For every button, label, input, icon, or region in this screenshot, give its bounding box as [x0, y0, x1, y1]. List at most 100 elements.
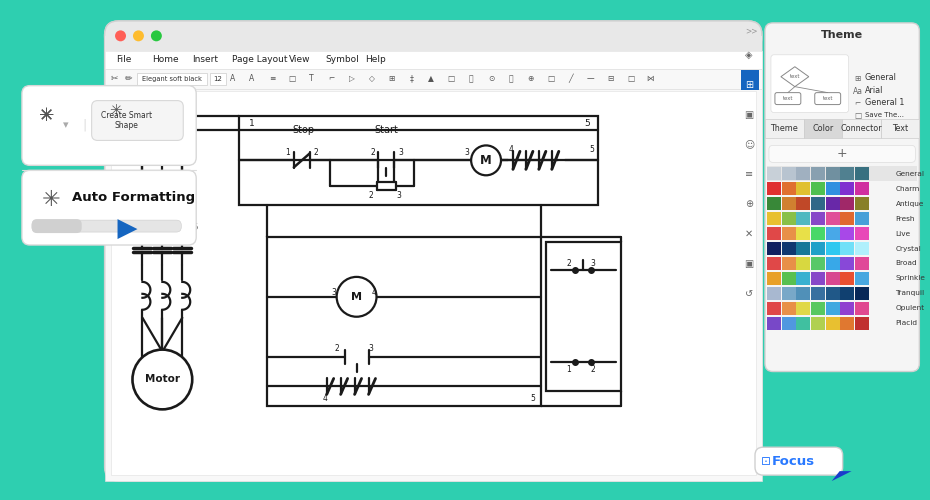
- Text: ◈: ◈: [745, 50, 752, 60]
- Bar: [767, 197, 781, 210]
- Text: Home: Home: [153, 56, 179, 64]
- Text: ⊞: ⊞: [388, 74, 394, 83]
- FancyBboxPatch shape: [32, 220, 181, 232]
- Text: Save The...: Save The...: [865, 112, 904, 117]
- Bar: [855, 272, 869, 285]
- FancyBboxPatch shape: [92, 100, 183, 140]
- Text: 5: 5: [584, 119, 590, 128]
- Text: ≡: ≡: [745, 170, 753, 179]
- Text: Text: Text: [892, 124, 908, 133]
- Bar: [855, 197, 869, 210]
- Bar: [154, 193, 170, 215]
- Bar: [796, 227, 810, 240]
- Bar: [811, 272, 825, 285]
- Text: Aa: Aa: [853, 87, 863, 96]
- Bar: [781, 257, 796, 270]
- Text: ✳: ✳: [39, 106, 54, 124]
- Text: ↺: ↺: [745, 289, 753, 299]
- Bar: [796, 272, 810, 285]
- Bar: [767, 168, 781, 180]
- Bar: [781, 287, 796, 300]
- Text: Symbol: Symbol: [326, 56, 360, 64]
- Bar: [796, 168, 810, 180]
- Text: 5: 5: [590, 145, 594, 154]
- Bar: [781, 168, 796, 180]
- Bar: [826, 197, 840, 210]
- Text: ✳: ✳: [39, 106, 54, 124]
- Text: Start: Start: [375, 126, 398, 136]
- Bar: [210, 72, 226, 85]
- Text: Help: Help: [365, 56, 386, 64]
- Text: Ⓐ: Ⓐ: [469, 74, 473, 83]
- Bar: [811, 182, 825, 195]
- Bar: [855, 316, 869, 330]
- Bar: [826, 287, 840, 300]
- Text: 2: 2: [591, 365, 595, 374]
- Bar: [811, 197, 825, 210]
- Text: View: View: [289, 56, 311, 64]
- Text: 5: 5: [167, 134, 173, 143]
- Text: text: text: [822, 96, 833, 101]
- Text: Focus: Focus: [771, 454, 815, 468]
- Text: 1: 1: [249, 119, 255, 128]
- Bar: [826, 316, 840, 330]
- Text: Connector: Connector: [841, 124, 883, 133]
- Bar: [767, 166, 917, 182]
- Text: General: General: [865, 73, 897, 82]
- Text: Motor: Motor: [145, 374, 179, 384]
- Bar: [811, 212, 825, 225]
- Text: General 1: General 1: [865, 98, 904, 107]
- Bar: [840, 316, 855, 330]
- Text: ▣: ▣: [744, 259, 753, 269]
- Text: 4: 4: [323, 394, 327, 403]
- Bar: [826, 182, 840, 195]
- Text: ✳: ✳: [109, 103, 122, 118]
- Circle shape: [133, 30, 144, 42]
- Polygon shape: [831, 471, 852, 481]
- Text: 2: 2: [566, 260, 571, 268]
- Bar: [840, 287, 855, 300]
- Text: Insert: Insert: [193, 56, 219, 64]
- Text: ‡: ‡: [409, 74, 413, 83]
- Bar: [826, 168, 840, 180]
- Text: Shape: Shape: [114, 121, 139, 130]
- Bar: [826, 257, 840, 270]
- Bar: [840, 272, 855, 285]
- Text: Crystal: Crystal: [896, 246, 922, 252]
- Text: Theme: Theme: [821, 30, 863, 40]
- Text: □: □: [447, 74, 455, 83]
- Text: ✳: ✳: [39, 106, 54, 124]
- Text: T: T: [310, 74, 314, 83]
- Bar: [104, 88, 762, 481]
- Bar: [104, 68, 762, 88]
- Circle shape: [115, 30, 126, 42]
- Bar: [811, 242, 825, 255]
- Bar: [767, 182, 781, 195]
- Text: text: text: [783, 96, 793, 101]
- Bar: [239, 116, 598, 205]
- Text: 1: 1: [126, 204, 130, 212]
- Text: ▷: ▷: [349, 74, 354, 83]
- Bar: [781, 182, 796, 195]
- Text: ✕: ✕: [745, 229, 753, 239]
- Bar: [840, 302, 855, 314]
- Text: Charm: Charm: [896, 186, 920, 192]
- Bar: [855, 212, 869, 225]
- Bar: [781, 302, 796, 314]
- Bar: [174, 193, 191, 215]
- Text: 3: 3: [398, 148, 403, 157]
- FancyBboxPatch shape: [104, 21, 762, 481]
- Text: Tranquil: Tranquil: [896, 290, 924, 296]
- Text: 3: 3: [591, 260, 595, 268]
- Bar: [811, 227, 825, 240]
- Text: >>: >>: [745, 26, 757, 36]
- Bar: [135, 193, 151, 215]
- Text: ⌖: ⌖: [509, 74, 513, 83]
- FancyBboxPatch shape: [815, 92, 841, 104]
- Bar: [781, 272, 796, 285]
- Text: Page Layout: Page Layout: [232, 56, 287, 64]
- Bar: [767, 302, 781, 314]
- Text: Live: Live: [896, 230, 910, 236]
- Bar: [796, 287, 810, 300]
- FancyBboxPatch shape: [755, 447, 843, 475]
